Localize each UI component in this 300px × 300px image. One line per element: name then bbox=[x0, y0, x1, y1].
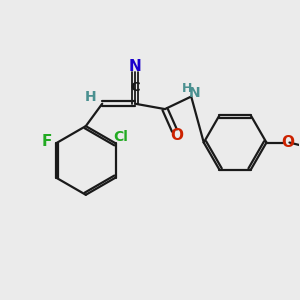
Text: N: N bbox=[189, 86, 201, 100]
Text: C: C bbox=[130, 81, 140, 94]
Text: F: F bbox=[41, 134, 52, 149]
Text: O: O bbox=[281, 135, 294, 150]
Text: O: O bbox=[170, 128, 183, 143]
Text: Cl: Cl bbox=[113, 130, 128, 144]
Text: H: H bbox=[182, 82, 193, 95]
Text: N: N bbox=[129, 59, 141, 74]
Text: H: H bbox=[85, 90, 97, 104]
